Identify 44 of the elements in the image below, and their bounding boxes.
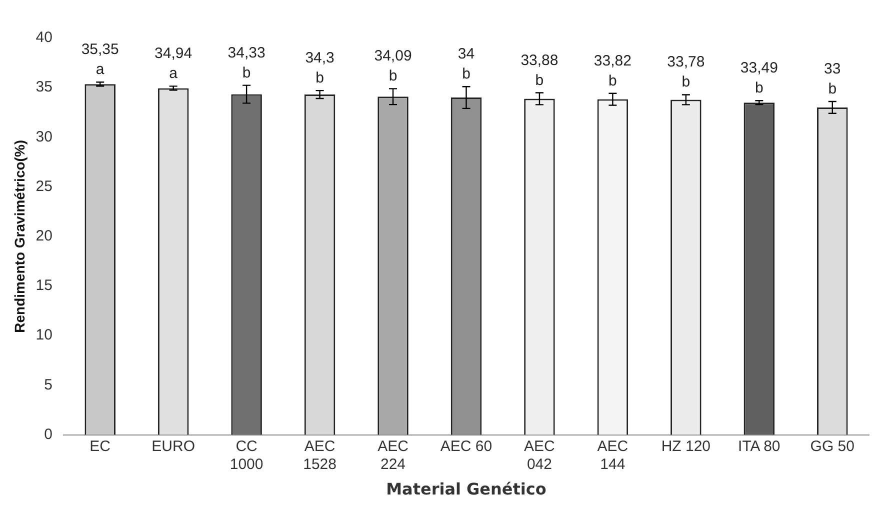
x-tick-label: AEC 042 bbox=[524, 438, 556, 473]
data-label: 35,35 bbox=[81, 41, 119, 58]
annotation: b bbox=[828, 80, 837, 98]
y-tick-label: 0 bbox=[44, 426, 52, 443]
data-label: 34 bbox=[458, 46, 475, 63]
x-tick-label: EC bbox=[90, 438, 111, 455]
y-tick-label: 40 bbox=[36, 29, 52, 46]
annotation: b bbox=[242, 64, 251, 82]
y-tick-label: 35 bbox=[36, 78, 52, 96]
data-label: 34,94 bbox=[154, 45, 192, 62]
data-label: 34,09 bbox=[374, 48, 412, 65]
x-axis-title: Material Genético bbox=[386, 480, 546, 499]
y-tick-label: 15 bbox=[36, 277, 52, 294]
data-label: 34,33 bbox=[228, 44, 266, 62]
x-tick-label: HZ 120 bbox=[661, 438, 711, 455]
annotation: b bbox=[682, 74, 690, 91]
data-label: 33 bbox=[824, 60, 841, 78]
y-tick-label: 10 bbox=[36, 326, 52, 344]
annotation: b bbox=[754, 80, 764, 97]
annotation: a bbox=[169, 65, 178, 82]
x-tick-label: AEC 224 bbox=[378, 438, 409, 473]
x-tick-label: CC 1000 bbox=[230, 438, 264, 473]
x-tick-label: EURO bbox=[152, 438, 195, 455]
data-label: 34,3 bbox=[305, 50, 334, 67]
x-tick-label: GG 50 bbox=[810, 438, 854, 455]
y-axis-title: Rendimento Gravimétrico(%) bbox=[11, 140, 28, 333]
annotation: b bbox=[462, 66, 470, 83]
data-label: 33,78 bbox=[667, 54, 705, 71]
annotation: b bbox=[608, 72, 617, 90]
x-tick-label: AEC 60 bbox=[440, 438, 492, 455]
x-tick-label: AEC 144 bbox=[597, 438, 628, 473]
annotation: b bbox=[535, 72, 544, 89]
y-tick-label: 20 bbox=[36, 228, 52, 245]
data-label: 33,88 bbox=[520, 52, 558, 69]
x-tick-label: AEC 1528 bbox=[303, 438, 336, 473]
y-tick-label: 5 bbox=[44, 376, 52, 394]
data-label: 33,82 bbox=[594, 52, 632, 70]
data-label: 33,49 bbox=[740, 60, 778, 77]
annotation: b bbox=[388, 68, 398, 85]
y-tick-label: 25 bbox=[36, 178, 52, 195]
annotation: b bbox=[316, 70, 324, 87]
x-tick-label: ITA 80 bbox=[738, 438, 780, 455]
annotation: a bbox=[96, 61, 105, 78]
y-tick-label: 30 bbox=[36, 128, 52, 146]
